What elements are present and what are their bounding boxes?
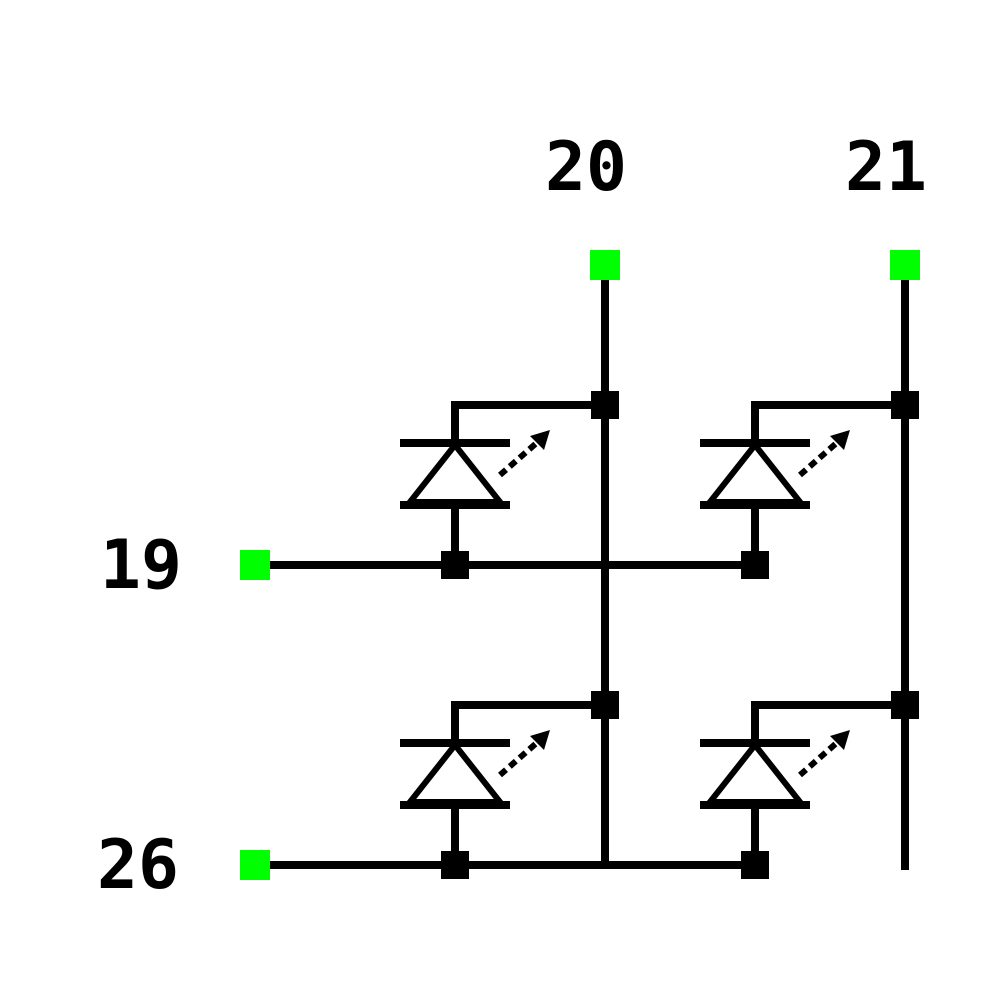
junction-dot (891, 391, 919, 419)
led-cell-r2-c2 (700, 701, 905, 865)
pin-label-20: 20 (545, 128, 627, 207)
led-diode-icon (703, 740, 807, 805)
led-diode-icon (403, 740, 507, 805)
junction-dot (591, 691, 619, 719)
led-diode-icon (403, 440, 507, 505)
pin-label-21: 21 (845, 128, 927, 207)
pin-label-19: 19 (100, 526, 182, 605)
junction-dot (441, 551, 469, 579)
led-cell-r1-c2 (700, 401, 905, 565)
pin-terminal-20[interactable] (590, 250, 620, 280)
junction-dot (741, 851, 769, 879)
led-arrow-head-icon (530, 430, 550, 450)
junction-dot (591, 391, 619, 419)
junction-dot (891, 691, 919, 719)
led-anode-wire (451, 701, 605, 743)
led-arrow-head-icon (830, 730, 850, 750)
pin-terminal-21[interactable] (890, 250, 920, 280)
junction-dot (741, 551, 769, 579)
led-cell-r1-c1 (400, 401, 605, 565)
led-anode-wire (451, 401, 605, 443)
led-arrow-line (798, 737, 842, 778)
led-arrow-line (498, 737, 542, 778)
led-arrow-line (498, 437, 542, 478)
pin-label-26: 26 (97, 826, 179, 905)
led-arrow-line (798, 437, 842, 478)
led-arrow-head-icon (830, 430, 850, 450)
led-anode-wire (751, 401, 905, 443)
pin-terminal-26[interactable] (240, 850, 270, 880)
led-cell-r2-c1 (400, 701, 605, 865)
junction-dot (441, 851, 469, 879)
pin-terminal-19[interactable] (240, 550, 270, 580)
led-anode-wire (751, 701, 905, 743)
led-diode-icon (703, 440, 807, 505)
led-arrow-head-icon (530, 730, 550, 750)
